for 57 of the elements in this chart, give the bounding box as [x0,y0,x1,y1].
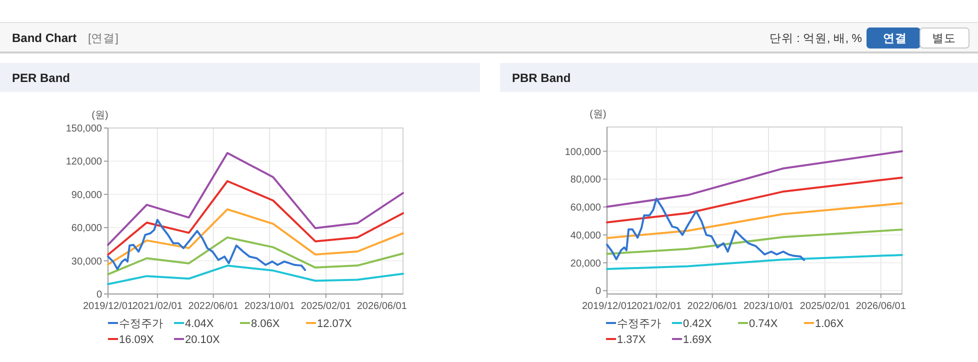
line-series [606,254,903,270]
line-series [606,228,903,255]
legend-label: 0.74X [749,318,778,330]
legend-label: 20.10X [185,334,221,346]
y-tick-label: 100,000 [564,146,602,158]
line-series [606,202,903,239]
y-tick-label: 120,000 [66,156,102,168]
x-tick-label: 2021/02/01 [132,301,183,312]
legend-label: 1.37X [617,334,646,346]
line-series [606,198,806,261]
legend-label: 1.69X [683,334,712,346]
x-tick-label: 2023/10/01 [743,301,794,312]
y-tick-label: 80,000 [570,174,602,186]
x-tick-label: 2025/02/01 [300,301,352,312]
line-series [606,176,903,224]
legend-label: 1.06X [815,318,844,330]
legend-label: 수정주가 [617,318,661,330]
legend-label: 8.06X [251,318,280,330]
legend-label: 0.42X [683,318,712,330]
x-tick-label: 2021/02/01 [631,301,682,312]
x-tick-label: 2019/12/01 [82,301,134,312]
y-tick-label: 90,000 [71,190,102,201]
text: 별도 [932,33,956,45]
line-series [107,152,404,246]
text: 연결 [883,32,907,45]
y-tick-label: 40,000 [570,230,602,242]
text: [연결] [88,33,118,45]
line-series [107,180,404,256]
y-axis-title: (원) [92,110,108,121]
chart-title: PER Band [12,71,70,85]
line-series [107,264,404,286]
y-tick-label: 60,000 [570,202,602,214]
line-series [606,150,903,208]
y-tick-label: 0 [595,286,602,298]
y-tick-label: 150,000 [66,124,102,134]
line-series [107,218,306,271]
y-tick-label: 0 [96,290,102,300]
text: Band Chart [12,31,77,45]
x-tick-label: 2022/06/01 [188,301,239,312]
chart-title: PBR Band [512,71,571,85]
text: 단위 : 억원, 배, % [769,33,862,45]
x-tick-label: 2022/06/01 [687,301,738,312]
x-tick-label: 2025/02/01 [800,301,850,312]
legend-label: 16.09X [119,334,155,346]
x-tick-label: 2026/06/01 [856,301,906,312]
line-series [107,236,404,276]
y-tick-label: 30,000 [71,256,102,268]
x-tick-label: 2019/12/01 [582,301,632,312]
y-tick-label: 20,000 [570,258,602,270]
legend-label: 수정주가 [119,318,163,330]
line-series [107,208,404,266]
y-tick-label: 60,000 [71,223,102,234]
x-tick-label: 2023/10/01 [244,301,295,312]
legend-label: 4.04X [185,318,214,330]
y-axis-title: (원) [590,109,606,120]
x-tick-label: 2026/06/01 [356,301,408,312]
legend-label: 12.07X [317,318,353,330]
